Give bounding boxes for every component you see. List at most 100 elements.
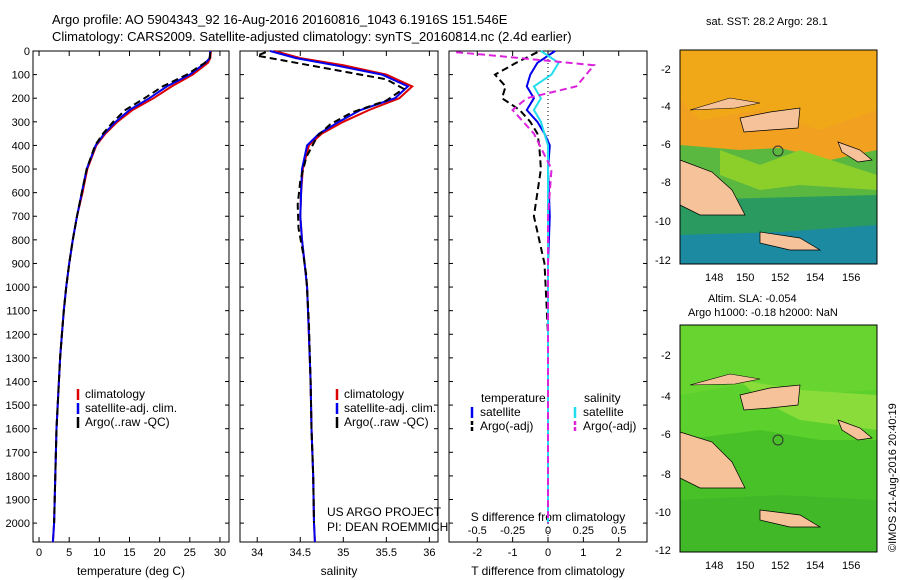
x-tick-label: -2 — [472, 547, 482, 559]
sla-ytick: -2 — [661, 350, 671, 362]
sla-ytick: -6 — [661, 429, 671, 441]
legend-label: satellite-adj. clim. — [85, 401, 177, 415]
x-tick-label: 35.5 — [376, 547, 397, 559]
legend-label: Argo(..raw -QC) — [85, 415, 170, 429]
legend-label: climatology — [344, 387, 404, 401]
y-tick-label: 200 — [12, 93, 30, 105]
top-tick-label: 0.5 — [611, 525, 626, 537]
x-tick-label: 0 — [545, 547, 551, 559]
series-line-argo — [253, 51, 406, 524]
sst-map-title: sat. SST: 28.2 Argo: 28.1 — [706, 16, 828, 28]
x-tick-label: 1 — [580, 547, 586, 559]
sla-ytick: -10 — [655, 507, 671, 519]
plot-frame — [32, 50, 230, 543]
x-tick-label: 2 — [616, 547, 622, 559]
sla-ytick: -12 — [655, 545, 671, 557]
sla-map-title-1: Altim. SLA: -0.054 — [708, 293, 797, 305]
project-credit-1: US ARGO PROJECT — [327, 505, 442, 519]
y-tick-label: 1100 — [6, 306, 30, 318]
top-tick-label: -0.25 — [500, 525, 525, 537]
x-tick-label: 5 — [66, 547, 72, 559]
y-tick-label: 1500 — [6, 400, 30, 412]
series-line-sat_sal — [532, 50, 560, 524]
y-tick-label: 1800 — [6, 471, 30, 483]
y-tick-label: 500 — [12, 164, 30, 176]
sla-xtick: 156 — [842, 560, 861, 572]
legend-label: satellite — [583, 405, 624, 419]
series-line-argo — [493, 51, 549, 524]
sla-ytick: -4 — [661, 391, 671, 403]
sst-xtick: 156 — [842, 272, 861, 284]
y-tick-label: 1900 — [6, 495, 30, 507]
x-tick-label: 10 — [93, 547, 105, 559]
sst-ytick: -4 — [661, 101, 671, 113]
legend-label: Argo(-adj) — [480, 419, 533, 433]
y-tick-label: 1600 — [6, 424, 30, 436]
sst-ytick: -8 — [661, 177, 671, 189]
sst-xtick: 152 — [771, 272, 790, 284]
y-tick-label: 600 — [12, 188, 30, 200]
imos-credit: ©IMOS 21-Aug-2016 20:40:19 — [887, 403, 899, 552]
x-axis-label: salinity — [321, 564, 358, 578]
sst-xtick: 150 — [736, 272, 755, 284]
sst-ytick: -2 — [661, 64, 671, 76]
x-tick-label: 15 — [123, 547, 135, 559]
sst-xtick: 154 — [806, 272, 825, 284]
y-tick-label: 1300 — [6, 353, 30, 365]
legend-header: salinity — [584, 391, 621, 405]
y-tick-label: 800 — [12, 235, 30, 247]
x-axis-label: T difference from climatology — [471, 564, 625, 578]
y-tick-label: 0 — [24, 46, 30, 58]
top-tick-label: 0 — [545, 525, 551, 537]
x-tick-label: 34 — [251, 547, 263, 559]
plot-frame — [239, 50, 439, 543]
series-line-sat — [51, 50, 212, 543]
sla-xtick: 150 — [736, 560, 755, 572]
sla-map — [679, 324, 878, 553]
legend-label: satellite — [480, 405, 521, 419]
title-line-1: Argo profile: AO 5904343_92 16-Aug-2016 … — [52, 12, 508, 27]
y-tick-label: 2000 — [6, 518, 30, 530]
y-tick-label: 900 — [12, 258, 30, 270]
x-tick-label: 35 — [337, 547, 349, 559]
legend-header: temperature — [481, 391, 546, 405]
x-tick-label: 20 — [154, 547, 166, 559]
legend-label: Argo(-adj) — [583, 419, 636, 433]
sla-xtick: 152 — [771, 560, 790, 572]
top-tick-label: -0.5 — [468, 525, 487, 537]
y-tick-label: 400 — [12, 140, 30, 152]
series-line-clim — [51, 50, 212, 543]
top-tick-label: 0.25 — [573, 525, 594, 537]
y-tick-label: 1700 — [6, 447, 30, 459]
legend-label: climatology — [85, 387, 145, 401]
x-tick-label: -1 — [508, 547, 518, 559]
title-line-2: Climatology: CARS2009. Satellite-adjuste… — [52, 29, 572, 44]
series-line-argo_sal — [456, 51, 596, 524]
sla-ytick: -8 — [661, 469, 671, 481]
sla-xtick: 154 — [806, 560, 825, 572]
x-tick-label: 0 — [36, 547, 42, 559]
sst-map — [679, 49, 878, 265]
y-tick-label: 1200 — [6, 329, 30, 341]
x-tick-label: 25 — [184, 547, 196, 559]
sst-ytick: -12 — [655, 255, 671, 267]
legend-label: satellite-adj. clim. — [344, 401, 436, 415]
sst-ytick: -10 — [655, 216, 671, 228]
y-tick-label: 1000 — [6, 282, 30, 294]
sst-ytick: -6 — [661, 139, 671, 151]
series-line-argo — [53, 52, 212, 524]
x-axis-label: temperature (deg C) — [77, 564, 185, 578]
y-tick-label: 700 — [12, 211, 30, 223]
series-line-clim — [274, 50, 414, 543]
y-tick-label: 300 — [12, 117, 30, 129]
legend-label: Argo(..raw -QC) — [344, 415, 429, 429]
y-tick-label: 1400 — [6, 376, 30, 388]
project-credit-2: PI: DEAN ROEMMICH — [327, 520, 449, 534]
sla-xtick: 148 — [705, 560, 724, 572]
sst-xtick: 148 — [705, 272, 724, 284]
x-tick-label: 30 — [214, 547, 226, 559]
x-tick-label: 34.5 — [290, 547, 311, 559]
y-tick-label: 100 — [12, 70, 30, 82]
x-tick-label: 36 — [423, 547, 435, 559]
